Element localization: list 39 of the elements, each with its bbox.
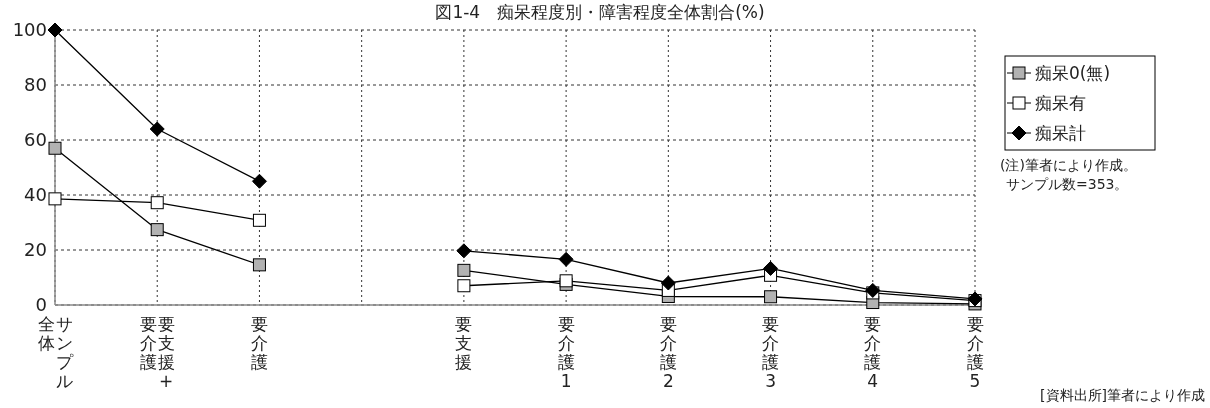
x-tick-label: 要介護5 [966,314,984,391]
legend-label: 痴呆0(無) [1035,63,1111,83]
x-tick-label: 要介護4 [864,314,882,391]
point [48,192,62,206]
x-tick-label: 全体サンプル [37,314,74,391]
y-tick-label: 100 [12,19,47,40]
point [558,251,574,267]
point [149,121,165,137]
x-tick-label: 要支援 [455,314,473,372]
y-tick-label: 80 [24,74,47,95]
point [865,282,881,298]
point [150,223,164,237]
point [252,213,266,227]
legend-label: 痴呆計 [1035,123,1086,143]
point [251,173,267,189]
x-tick-label: 要介護 [250,314,268,372]
x-tick-label: 要介護2 [659,314,677,391]
y-tick-label: 60 [24,129,47,150]
y-tick-label: 40 [24,184,47,205]
y-tick-label: 20 [24,239,47,260]
point [764,290,778,304]
point [763,260,779,276]
point [457,279,471,293]
x-tick-label: 要介護1 [557,314,575,391]
point [47,22,63,38]
point [457,263,471,277]
point [660,275,676,291]
point [150,196,164,210]
point [456,243,472,259]
text: サンプル数=353。 [1006,176,1129,192]
point [252,258,266,272]
y-tick-label: 0 [35,294,47,315]
chart-title: 図1-4 痴呆程度別・障害程度全体割合(%) [435,2,765,22]
point [48,141,62,155]
text: (注)筆者により作成。 [1000,157,1137,173]
text: [資料出所]筆者により作成 [1040,387,1205,403]
legend-label: 痴呆有 [1035,93,1086,113]
x-tick-label: 要介護要支援+ [139,314,175,391]
x-tick-label: 要介護3 [762,314,780,391]
